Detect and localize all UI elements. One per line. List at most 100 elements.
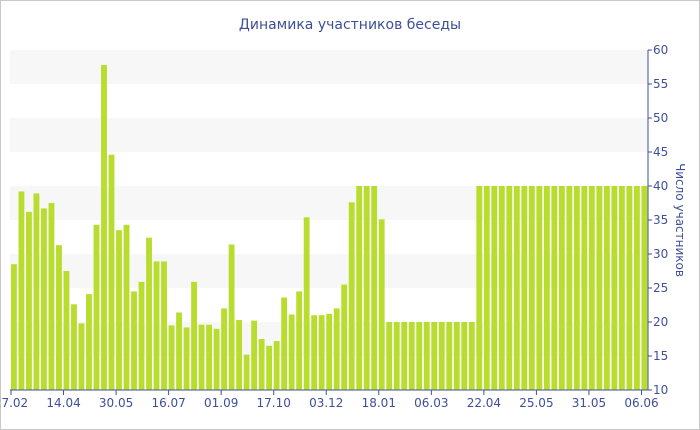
bar: [588, 186, 595, 390]
y-tick-label: 60: [653, 43, 668, 57]
bar: [318, 315, 325, 390]
x-axis: 27.02 14.04 30.05 16.07 01.09 17.10 03.12 18.01…: [0, 389, 659, 410]
grid-band: [10, 118, 648, 152]
x-tick-label: 18.01: [362, 396, 396, 410]
y-tick-label: 50: [653, 111, 668, 125]
bar: [288, 314, 295, 390]
bar: [41, 208, 47, 390]
y-tick-label: 20: [653, 315, 668, 329]
bar: [243, 354, 250, 390]
bar: [63, 271, 70, 390]
bar: [213, 328, 220, 390]
bar: [498, 186, 505, 390]
bar: [573, 186, 580, 390]
bar: [536, 186, 543, 390]
y-tick-label: 35: [653, 213, 668, 227]
x-tick-label: 06.06: [624, 396, 658, 410]
bar: [611, 186, 618, 390]
bar: [513, 186, 520, 390]
bar: [33, 193, 40, 390]
bar: [296, 291, 303, 390]
bar: [558, 186, 565, 390]
y-axis: 10 15 20 25 30 35 40 45 50 55 60: [647, 43, 668, 397]
bar: [131, 291, 137, 390]
bar: [123, 224, 130, 390]
bar: [26, 211, 32, 390]
y-tick-label: 15: [653, 349, 668, 363]
bar: [176, 312, 182, 390]
bar: [93, 224, 100, 390]
bar: [641, 186, 648, 390]
chart-title: Динамика участников беседы: [239, 17, 461, 33]
bar: [168, 325, 175, 390]
bar: [551, 186, 558, 390]
bar: [386, 322, 393, 390]
bar: [221, 308, 228, 390]
bar: [423, 322, 430, 390]
bar: [626, 186, 633, 390]
bar: [183, 327, 190, 390]
y-tick-label: 40: [653, 179, 668, 193]
y-tick-label: 45: [653, 145, 668, 159]
bar: [48, 203, 55, 390]
bar: [371, 186, 378, 390]
bar: [468, 322, 475, 390]
x-tick-label: 31.05: [572, 396, 606, 410]
y-axis-label: Число участников: [673, 163, 687, 277]
bar: [453, 322, 460, 390]
bar: [393, 322, 400, 390]
x-tick-label: 27.02: [0, 396, 28, 410]
bar: [78, 323, 85, 390]
bar: [11, 264, 17, 390]
x-tick-label: 16.07: [151, 396, 185, 410]
bar: [356, 186, 363, 390]
bar: [408, 322, 415, 390]
bar: [146, 237, 152, 390]
bar: [431, 322, 438, 390]
x-tick-label: 03.12: [309, 396, 343, 410]
bar: [543, 186, 550, 390]
bar: [251, 320, 258, 390]
bar: [618, 186, 625, 390]
bar: [266, 345, 273, 390]
bars: [11, 64, 648, 391]
y-tick-label: 10: [653, 383, 668, 397]
bar: [348, 202, 355, 390]
bar: [438, 322, 445, 390]
x-tick-label: 30.05: [99, 396, 133, 410]
bar: [18, 191, 25, 390]
bar: [333, 308, 340, 390]
bar: [71, 304, 77, 390]
x-tick-label: 22.04: [467, 396, 501, 410]
grid-band: [10, 50, 648, 84]
bar: [341, 284, 348, 390]
bar: [101, 64, 107, 391]
bar: [416, 322, 423, 390]
bar: [198, 324, 205, 390]
bar: [596, 186, 603, 390]
bar: [191, 281, 197, 390]
y-tick-label: 55: [653, 77, 668, 91]
bar: [603, 186, 610, 390]
bar: [476, 186, 483, 390]
x-tick-label: 01.09: [204, 396, 238, 410]
bar: [461, 322, 468, 390]
bar: [273, 341, 280, 390]
bar: [281, 297, 288, 390]
bar: [528, 186, 535, 390]
bar: [633, 186, 640, 390]
x-tick-label: 06.03: [414, 396, 448, 410]
bar: [236, 319, 243, 390]
bar: [401, 322, 408, 390]
x-tick-label: 17.10: [257, 396, 291, 410]
bar: [86, 294, 92, 390]
bar: [108, 154, 115, 390]
bar: [303, 217, 310, 390]
bar: [116, 230, 122, 390]
bar: [206, 324, 212, 390]
bar: [138, 281, 145, 390]
bar: [491, 186, 498, 390]
bar: [311, 315, 318, 390]
y-tick-label: 30: [653, 247, 668, 261]
